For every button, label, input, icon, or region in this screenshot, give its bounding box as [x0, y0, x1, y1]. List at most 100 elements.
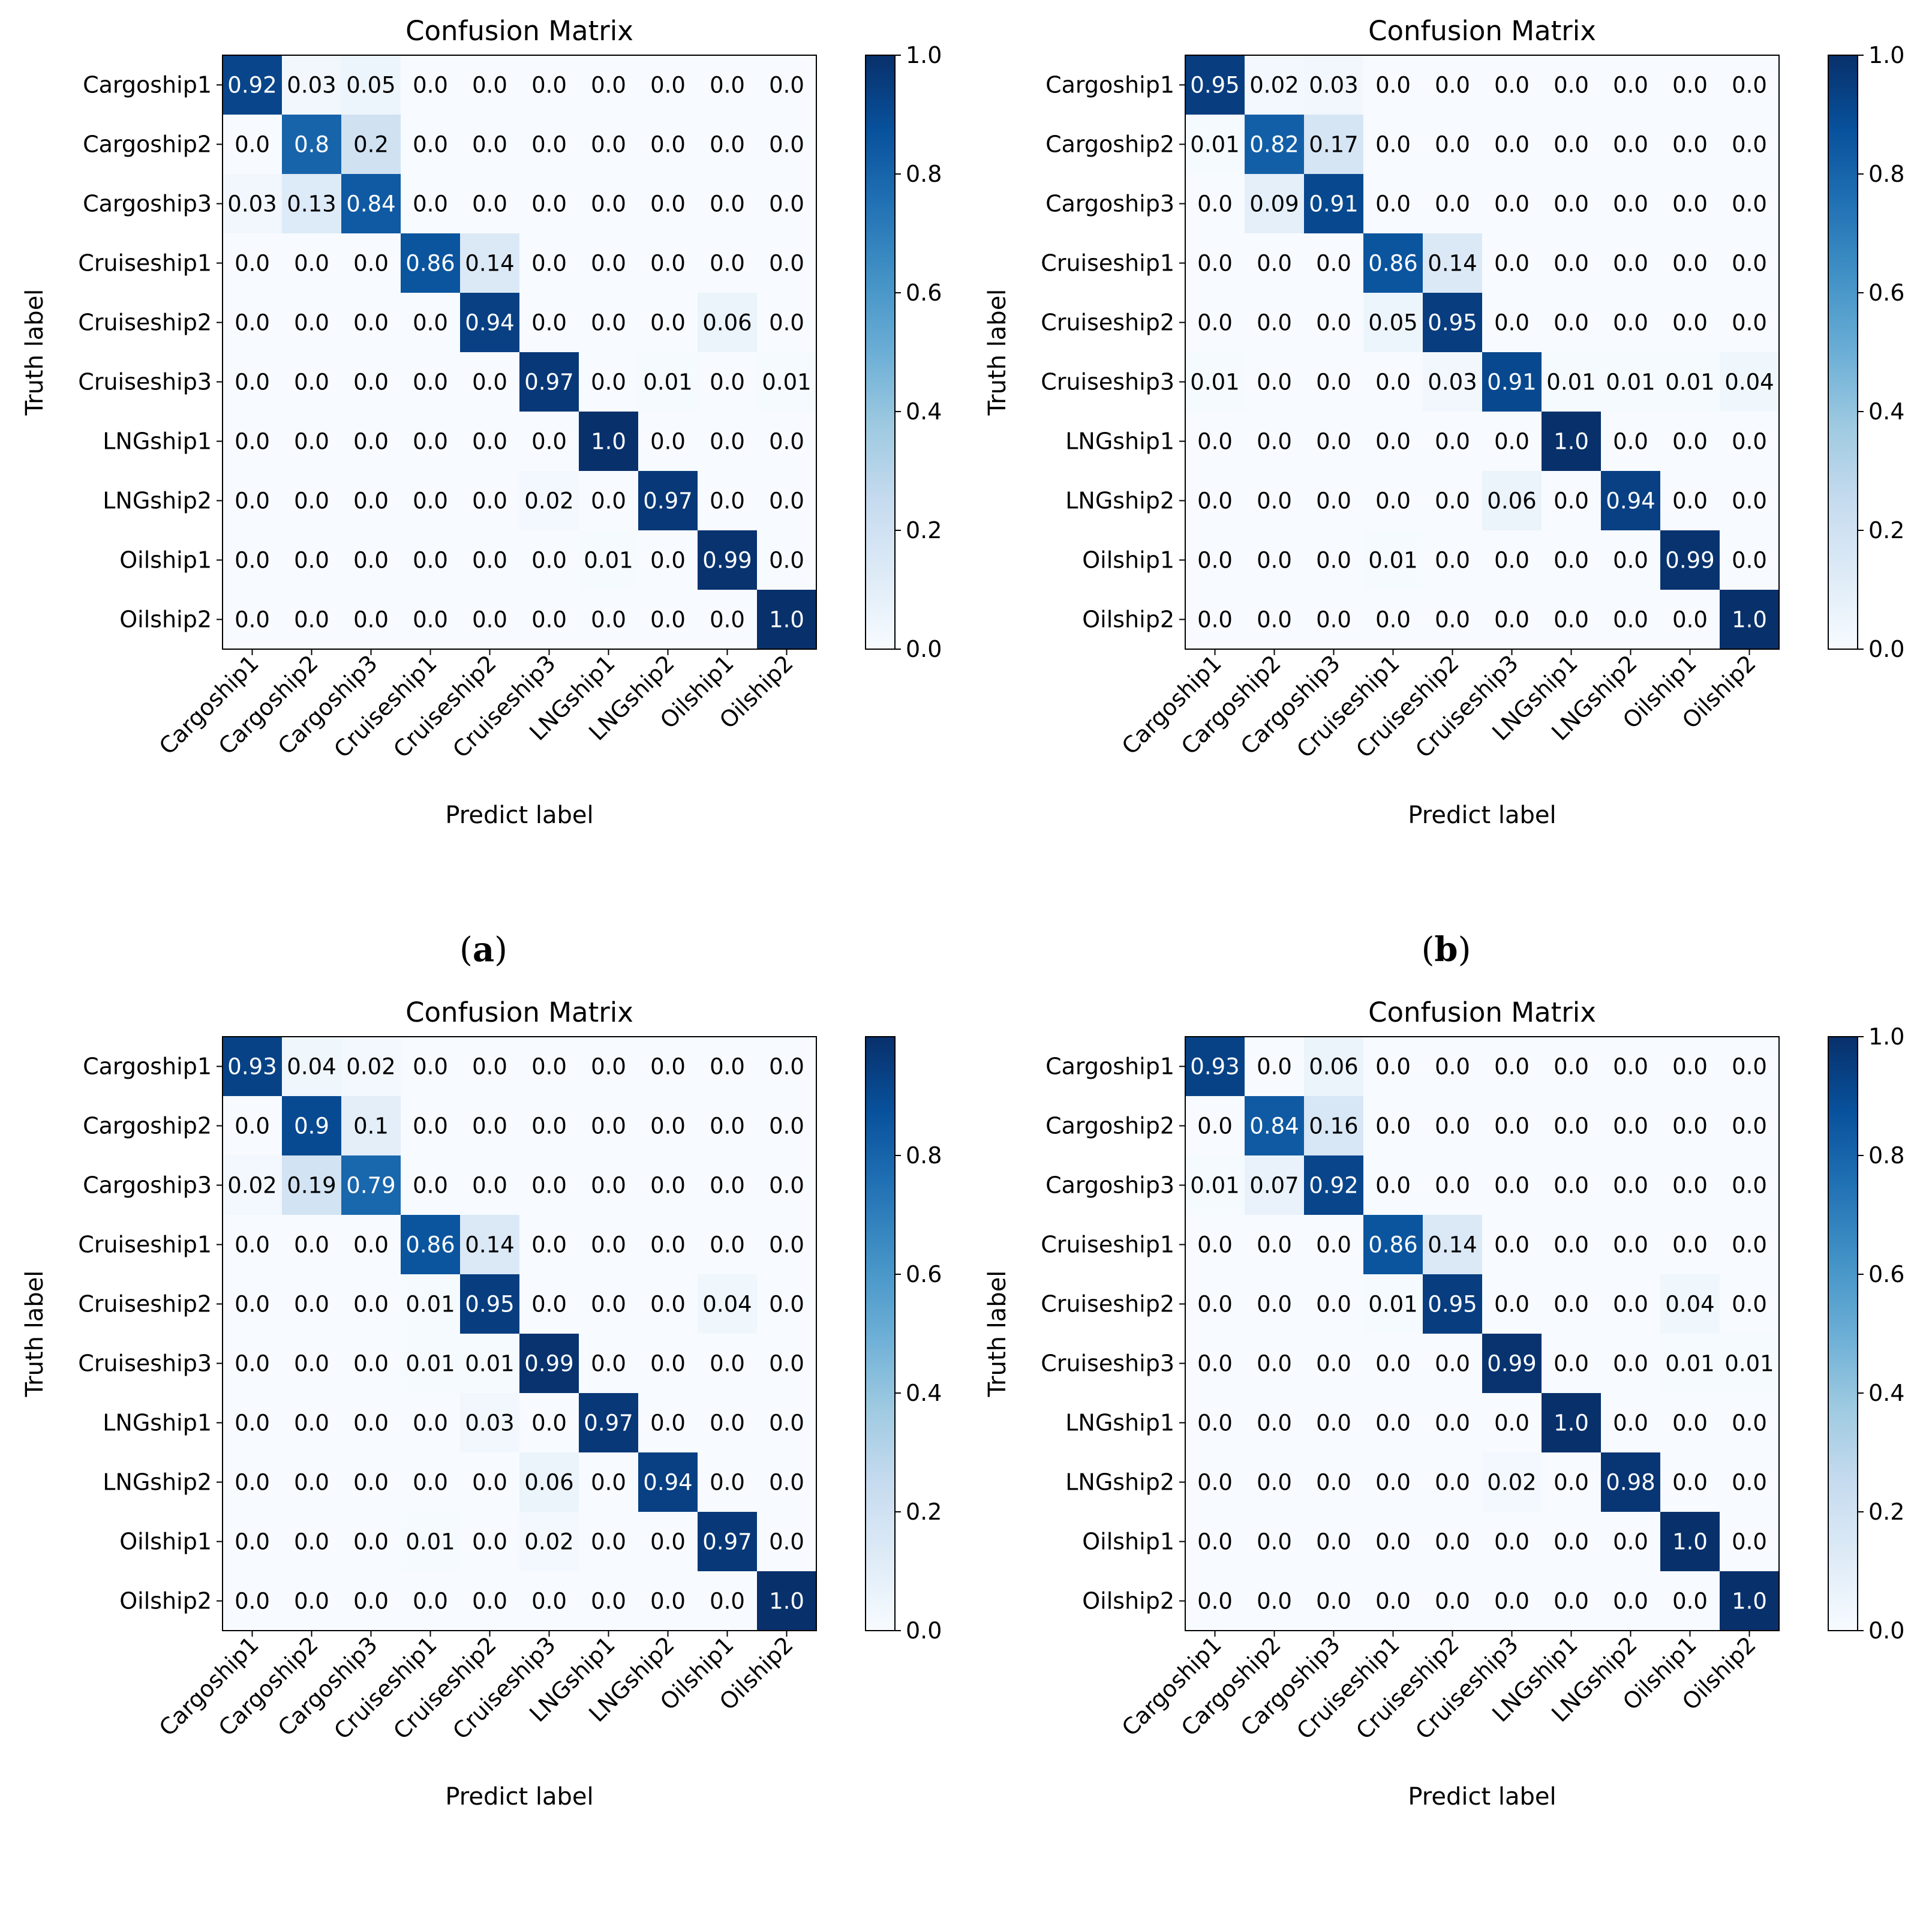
matrix-cell [1660, 530, 1720, 590]
chart-title: Confusion Matrix [405, 996, 633, 1028]
colorbar-tick-label: 0.2 [1868, 517, 1904, 544]
matrix-cell [1304, 115, 1364, 175]
matrix-cell [1245, 1393, 1305, 1453]
cell-value-label: 0.0 [1197, 607, 1233, 633]
cell-value-label: 0.01 [1724, 1351, 1774, 1377]
cell-value-label: 0.0 [1672, 310, 1708, 336]
cell-value-label: 0.0 [1375, 132, 1411, 158]
cell-value-label: 0.0 [1316, 1470, 1351, 1496]
matrix-cell [1185, 293, 1245, 353]
cell-value-label: 0.0 [591, 1173, 626, 1199]
cell-value-label: 0.94 [1606, 488, 1655, 514]
cell-value-label: 0.02 [524, 488, 573, 514]
matrix-cell [1185, 1512, 1245, 1572]
colorbar-tick-label: 0.4 [906, 398, 942, 425]
matrix-cell [1423, 471, 1483, 531]
cell-value-label: 0.0 [1375, 488, 1411, 514]
matrix-cell [1245, 174, 1305, 234]
cell-value-label: 0.0 [1613, 429, 1648, 455]
colorbar [865, 55, 896, 650]
cell-value-label: 0.92 [1309, 1173, 1358, 1199]
matrix-cell [1304, 471, 1364, 531]
y-tick-label: LNGship1 [1065, 428, 1174, 455]
matrix-cell [579, 1155, 639, 1215]
cell-value-label: 0.0 [1554, 132, 1589, 158]
cell-value-label: 0.0 [1494, 1410, 1530, 1436]
cell-value-label: 0.0 [413, 370, 448, 395]
y-tick-label: Cargoship3 [83, 191, 212, 217]
matrix-cell [579, 293, 639, 353]
cell-value-label: 0.0 [769, 191, 804, 217]
matrix-cell [1601, 1215, 1661, 1275]
y-tick-label: Cargoship3 [1045, 191, 1174, 217]
matrix-cell [223, 55, 283, 115]
cell-value-label: 0.0 [591, 191, 626, 217]
cell-value-label: 0.0 [1732, 1470, 1767, 1496]
cell-value-label: 0.0 [710, 1054, 745, 1080]
matrix-cell [1660, 115, 1720, 175]
matrix-cell [460, 1393, 520, 1453]
matrix-cell [1542, 412, 1602, 472]
cell-value-label: 0.0 [1197, 1529, 1233, 1555]
matrix-cell [1304, 412, 1364, 472]
cell-value-label: 0.0 [1732, 191, 1767, 217]
cell-value-label: 0.0 [353, 1589, 389, 1614]
matrix-cell [519, 1452, 579, 1512]
cell-value-label: 0.0 [1613, 191, 1648, 217]
cell-value-label: 0.02 [1487, 1470, 1536, 1496]
cell-value-label: 0.02 [346, 1054, 395, 1080]
cell-value-label: 0.99 [1487, 1351, 1536, 1377]
cell-value-label: 0.0 [1435, 1351, 1470, 1377]
matrix-cell [638, 1155, 698, 1215]
y-tick-label: Cruiseship3 [78, 369, 212, 395]
matrix-cell [1185, 1571, 1245, 1631]
colorbar-tick-label: 0.2 [906, 517, 942, 544]
matrix-cell [1423, 1334, 1483, 1394]
matrix-cell [1660, 1571, 1720, 1631]
matrix-cell [757, 233, 817, 293]
matrix-cell [1245, 1512, 1305, 1572]
matrix-cell [1185, 471, 1245, 531]
panel-c: Confusion Matrix 0.93 0.04 0.02 0.0 0.0 0.0 0.0… [21, 996, 942, 1811]
cell-value-label: 0.0 [1732, 1113, 1767, 1139]
matrix-cell [1601, 1155, 1661, 1215]
y-axis-label: Truth label [21, 289, 49, 416]
cell-value-label: 0.0 [650, 1410, 686, 1436]
cell-value-label: 0.84 [346, 191, 395, 217]
matrix-cell [698, 115, 758, 175]
matrix-cell [1304, 1512, 1364, 1572]
matrix-cell [1304, 1096, 1364, 1156]
cell-value-label: 0.0 [353, 1470, 389, 1496]
x-tick-label: Cruiseship1 [329, 650, 442, 763]
cell-value-label: 0.0 [1316, 1410, 1351, 1436]
matrix-cell [460, 530, 520, 590]
matrix-cell [579, 1334, 639, 1394]
cell-value-label: 0.0 [353, 1351, 389, 1377]
cell-value-label: 0.0 [1613, 132, 1648, 158]
cell-value-label: 0.0 [413, 548, 448, 574]
matrix-cell [341, 1155, 401, 1215]
cell-value-label: 0.0 [1494, 132, 1530, 158]
panel-d: Confusion Matrix 0.93 0.0 0.06 0.0 0.0 0.0 0.0 0… [984, 996, 1904, 1811]
cell-value-label: 0.0 [1672, 1470, 1708, 1496]
matrix-cell [401, 412, 461, 472]
y-tick-label: Cargoship1 [83, 72, 212, 98]
cell-value-label: 0.0 [353, 251, 389, 277]
matrix-cell [1601, 1512, 1661, 1572]
matrix-cell [1423, 1215, 1483, 1275]
matrix-cell [223, 1037, 283, 1097]
cell-value-label: 0.01 [1368, 1292, 1417, 1317]
matrix-cell [698, 1274, 758, 1334]
matrix-cell [579, 352, 639, 412]
matrix-cell [1245, 233, 1305, 293]
cell-value-label: 0.0 [1316, 251, 1351, 277]
cell-value-label: 0.0 [1554, 548, 1589, 574]
matrix-cell [519, 590, 579, 650]
cell-value-label: 0.0 [1732, 1054, 1767, 1080]
matrix-cell [460, 590, 520, 650]
matrix-cell [1482, 115, 1542, 175]
y-tick-label: LNGship2 [103, 1469, 212, 1496]
matrix-cell [460, 233, 520, 293]
cell-value-label: 0.0 [1672, 1054, 1708, 1080]
x-axis-label: Predict label [445, 802, 593, 829]
